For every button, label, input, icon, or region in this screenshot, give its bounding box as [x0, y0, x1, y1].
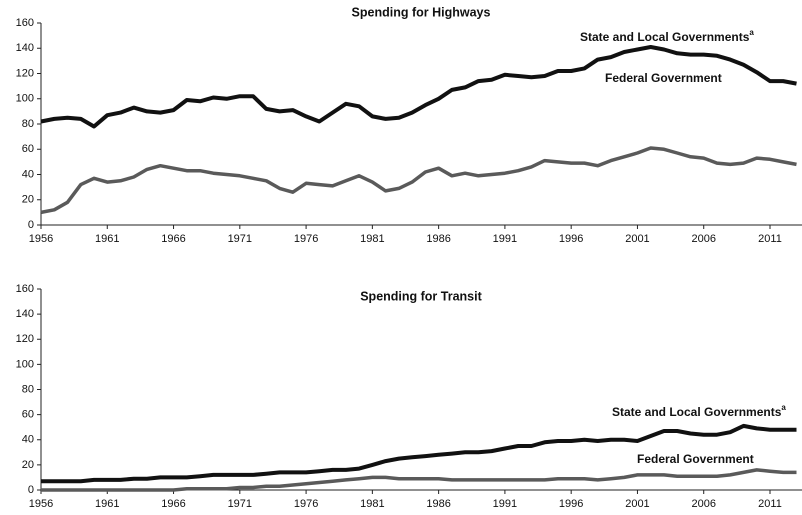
series-label: Federal Government — [605, 71, 722, 85]
series-label: State and Local Governmentsa — [612, 403, 786, 419]
x-tick-label: 1981 — [360, 233, 384, 245]
y-tick-label: 80 — [22, 118, 34, 130]
x-tick-label: 2001 — [625, 498, 649, 510]
x-tick-label: 2011 — [758, 233, 782, 245]
x-tick-label: 1966 — [161, 498, 185, 510]
y-tick-label: 20 — [22, 459, 34, 471]
y-tick-label: 40 — [22, 168, 34, 180]
data-line — [41, 423, 797, 484]
series-footnote: a — [749, 28, 754, 37]
chart-title: Spending for Highways — [352, 5, 491, 19]
x-tick-label: 1986 — [426, 233, 450, 245]
x-tick-label: 1976 — [294, 233, 318, 245]
y-tick-label: 0 — [28, 219, 34, 231]
x-tick-label: 1991 — [493, 498, 517, 510]
y-tick-label: 140 — [16, 42, 34, 54]
x-tick-label: 2006 — [691, 233, 715, 245]
x-tick-label: 1981 — [360, 498, 384, 510]
y-tick-label: 100 — [16, 358, 34, 370]
x-tick-label: 1961 — [95, 498, 119, 510]
x-tick-label: 1996 — [559, 498, 583, 510]
series-label: Federal Government — [637, 452, 754, 466]
x-tick-label: 1971 — [228, 233, 252, 245]
series-name: Federal Government — [637, 452, 754, 466]
y-tick-label: 60 — [22, 143, 34, 155]
x-tick-label: 1991 — [493, 233, 517, 245]
y-tick-label: 160 — [16, 283, 34, 295]
x-tick-label: 1956 — [29, 233, 53, 245]
y-tick-label: 100 — [16, 93, 34, 105]
y-tick-label: 60 — [22, 409, 34, 421]
x-tick-label: 2001 — [625, 233, 649, 245]
series-name: State and Local Governments — [580, 30, 750, 44]
chart-title: Spending for Transit — [360, 289, 482, 303]
data-line — [41, 468, 797, 492]
series-footnote: a — [781, 403, 786, 412]
x-tick-label: 1966 — [161, 233, 185, 245]
x-tick-label: 2006 — [691, 498, 715, 510]
y-tick-label: 40 — [22, 434, 34, 446]
x-tick-label: 1961 — [95, 233, 119, 245]
y-tick-label: 140 — [16, 308, 34, 320]
y-tick-label: 20 — [22, 194, 34, 206]
x-tick-label: 1971 — [228, 498, 252, 510]
series-name: State and Local Governments — [612, 405, 782, 419]
y-tick-label: 120 — [16, 67, 34, 79]
y-tick-label: 0 — [28, 484, 34, 496]
series-label: State and Local Governmentsa — [580, 28, 754, 44]
x-tick-label: 2011 — [758, 498, 782, 510]
x-tick-label: 1956 — [29, 498, 53, 510]
data-line — [40, 45, 797, 129]
y-tick-label: 160 — [16, 17, 34, 29]
y-tick-label: 120 — [16, 333, 34, 345]
series-name: Federal Government — [605, 71, 722, 85]
x-tick-label: 1986 — [426, 498, 450, 510]
x-tick-label: 1996 — [559, 233, 583, 245]
y-tick-label: 80 — [22, 383, 34, 395]
x-tick-label: 1976 — [294, 498, 318, 510]
data-line — [40, 146, 797, 215]
